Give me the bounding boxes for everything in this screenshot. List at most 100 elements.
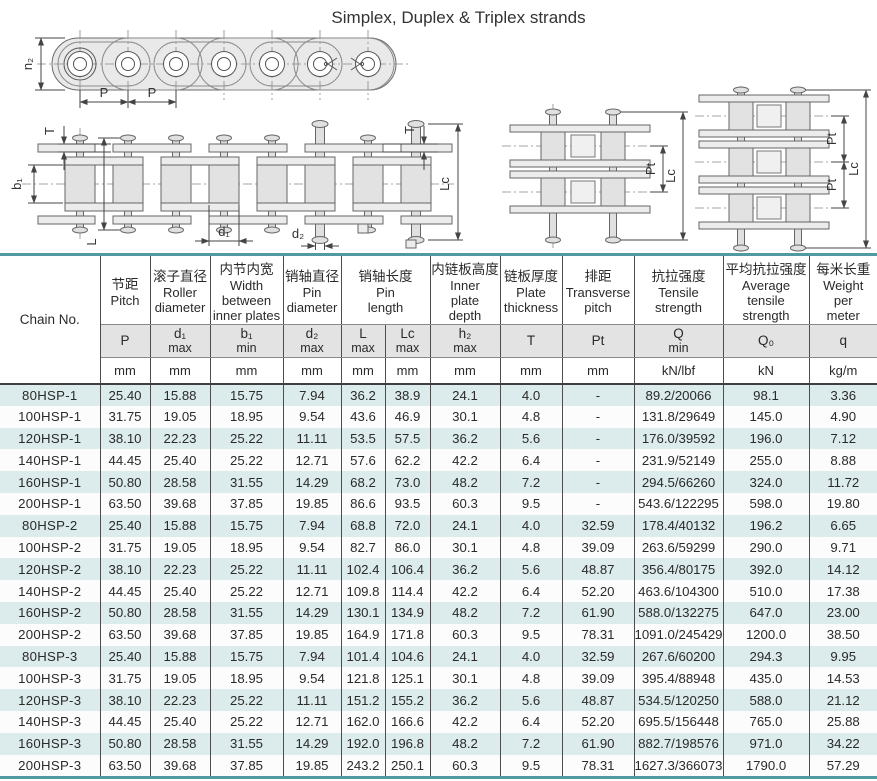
value-cell: 30.1 xyxy=(429,536,501,559)
value-cell: 34.22 xyxy=(808,732,877,755)
pt-label: Pt xyxy=(643,162,658,175)
value-cell: 4.8 xyxy=(499,667,563,690)
value-cell: 588.0 xyxy=(722,689,810,711)
value-cell: 15.75 xyxy=(209,384,284,406)
chain-no-cell: 80HSP-3 xyxy=(0,645,101,668)
value-cell: 39.68 xyxy=(149,754,211,777)
value-cell: 36.2 xyxy=(429,558,501,581)
value-cell: 19.05 xyxy=(149,405,211,428)
unit-header-6: mm xyxy=(384,357,431,385)
pt-upper-label: Pt xyxy=(824,132,839,145)
chain-no-cell: 200HSP-1 xyxy=(0,492,101,515)
l-label: L xyxy=(84,238,99,245)
value-cell: 294.5/66260 xyxy=(633,471,724,493)
value-cell: 38.10 xyxy=(99,689,151,711)
value-cell: 510.0 xyxy=(722,580,810,602)
value-cell: 15.75 xyxy=(209,514,284,537)
value-cell: 9.54 xyxy=(282,667,342,690)
value-cell: 93.5 xyxy=(384,492,431,515)
chain-no-cell: 80HSP-2 xyxy=(0,514,101,537)
value-cell: 37.85 xyxy=(209,492,284,515)
table-row: 120HSP-1 38.10 22.23 25.22 11.11 53.5 57.5 36.2… xyxy=(0,427,877,450)
value-cell: 114.4 xyxy=(384,580,431,602)
symbol-header-3: b₁ min xyxy=(209,324,284,358)
value-cell: 392.0 xyxy=(722,558,810,581)
pt-lower-label: Pt xyxy=(824,178,839,191)
value-cell: 19.85 xyxy=(282,754,342,777)
value-cell: 15.75 xyxy=(209,645,284,668)
value-cell: 6.65 xyxy=(808,514,877,537)
table-row: 200HSP-3 63.50 39.68 37.85 19.85 243.2 250.1 60… xyxy=(0,754,877,777)
spec-table-wrapper: Chain No. 节距 Pitch 滚子直径 Roller diameter 内节内宽… xyxy=(0,253,877,780)
value-cell: 9.5 xyxy=(499,623,563,646)
value-cell: 38.10 xyxy=(99,558,151,581)
value-cell: 57.6 xyxy=(340,449,386,472)
value-cell: 38.50 xyxy=(808,623,877,646)
t-left-label: T xyxy=(42,127,57,135)
value-cell: 196.8 xyxy=(384,732,431,755)
value-cell: 25.22 xyxy=(209,449,284,472)
value-cell: 106.4 xyxy=(384,558,431,581)
value-cell: 534.5/120250 xyxy=(633,689,724,711)
value-cell: 4.90 xyxy=(808,405,877,428)
table-row: 140HSP-3 44.45 25.40 25.22 12.71 162.0 166.6 42… xyxy=(0,710,877,733)
chain-no-cell: 120HSP-3 xyxy=(0,689,101,711)
pitch-label-left: P xyxy=(100,85,109,100)
value-cell: 151.2 xyxy=(340,689,386,711)
value-cell: 765.0 xyxy=(722,710,810,733)
value-cell: 60.3 xyxy=(429,754,501,777)
value-cell: 971.0 xyxy=(722,732,810,755)
value-cell: 1200.0 xyxy=(722,623,810,646)
value-cell: 166.6 xyxy=(384,710,431,733)
b1-label: b₁ xyxy=(9,178,24,190)
value-cell: 30.1 xyxy=(429,405,501,428)
table-body: 80HSP-1 25.40 15.88 15.75 7.94 36.2 38.9 24.1 4.… xyxy=(0,384,877,777)
h2-dimension xyxy=(35,37,65,91)
value-cell: 588.0/132275 xyxy=(633,601,724,624)
lc-dimension xyxy=(620,111,688,241)
value-cell: 12.71 xyxy=(282,580,342,602)
value-cell: 22.23 xyxy=(149,427,211,450)
simplex-plan-view-diagram: b₁ T L d₁ d₂ T xyxy=(9,120,463,250)
value-cell: 6.4 xyxy=(499,449,563,472)
value-cell: 31.55 xyxy=(209,601,284,624)
value-cell: 18.95 xyxy=(209,536,284,559)
column-header-10: 平均抗拉强度 Average tensile strength xyxy=(722,256,810,325)
symbol-header-4: d₂ max xyxy=(282,324,342,358)
value-cell: 28.58 xyxy=(149,601,211,624)
value-cell: 7.2 xyxy=(499,732,563,755)
symbol-header-8: T xyxy=(499,324,563,358)
cotter-pin-marks xyxy=(323,57,365,71)
value-cell: 24.1 xyxy=(429,384,501,406)
unit-header-8: mm xyxy=(499,357,563,385)
value-cell: 4.0 xyxy=(499,645,563,668)
value-cell: 9.5 xyxy=(499,492,563,515)
value-cell: 43.6 xyxy=(340,405,386,428)
value-cell: 18.95 xyxy=(209,405,284,428)
value-cell: 61.90 xyxy=(561,732,635,755)
value-cell: 263.6/59299 xyxy=(633,536,724,559)
value-cell: 25.22 xyxy=(209,558,284,581)
value-cell: 31.75 xyxy=(99,667,151,690)
value-cell: 31.75 xyxy=(99,405,151,428)
value-cell: 31.55 xyxy=(209,471,284,493)
value-cell: 6.4 xyxy=(499,710,563,733)
value-cell: 63.50 xyxy=(99,492,151,515)
table-row: 100HSP-1 31.75 19.05 18.95 9.54 43.6 46.9 30.1 4… xyxy=(0,405,877,428)
column-header-3: 内节内宽 Width between inner plates xyxy=(209,256,284,325)
b1-dimension xyxy=(28,164,63,204)
value-cell: 11.11 xyxy=(282,427,342,450)
value-cell: 44.45 xyxy=(99,710,151,733)
value-cell: 4.0 xyxy=(499,384,563,406)
value-cell: 31.75 xyxy=(99,536,151,559)
table-row: 160HSP-1 50.80 28.58 31.55 14.29 68.2 73.0 48.2… xyxy=(0,471,877,493)
value-cell: 36.2 xyxy=(429,427,501,450)
value-cell: 9.5 xyxy=(499,754,563,777)
value-cell: 255.0 xyxy=(722,449,810,472)
pin-holes xyxy=(63,47,381,81)
lc-label: Lc xyxy=(437,177,452,191)
value-cell: 109.8 xyxy=(340,580,386,602)
header-unit-row: mm mm mm mm mm mm mm mm mm kN/lbf kN kg/m xyxy=(0,357,877,385)
value-cell: 25.22 xyxy=(209,710,284,733)
